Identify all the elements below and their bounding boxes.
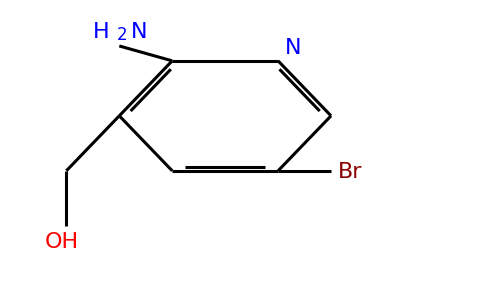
Text: N: N (131, 22, 148, 41)
Text: H: H (93, 22, 110, 41)
Text: 2: 2 (117, 26, 127, 44)
Text: Br: Br (338, 162, 363, 182)
Text: OH: OH (45, 232, 78, 252)
Text: N: N (285, 38, 302, 58)
